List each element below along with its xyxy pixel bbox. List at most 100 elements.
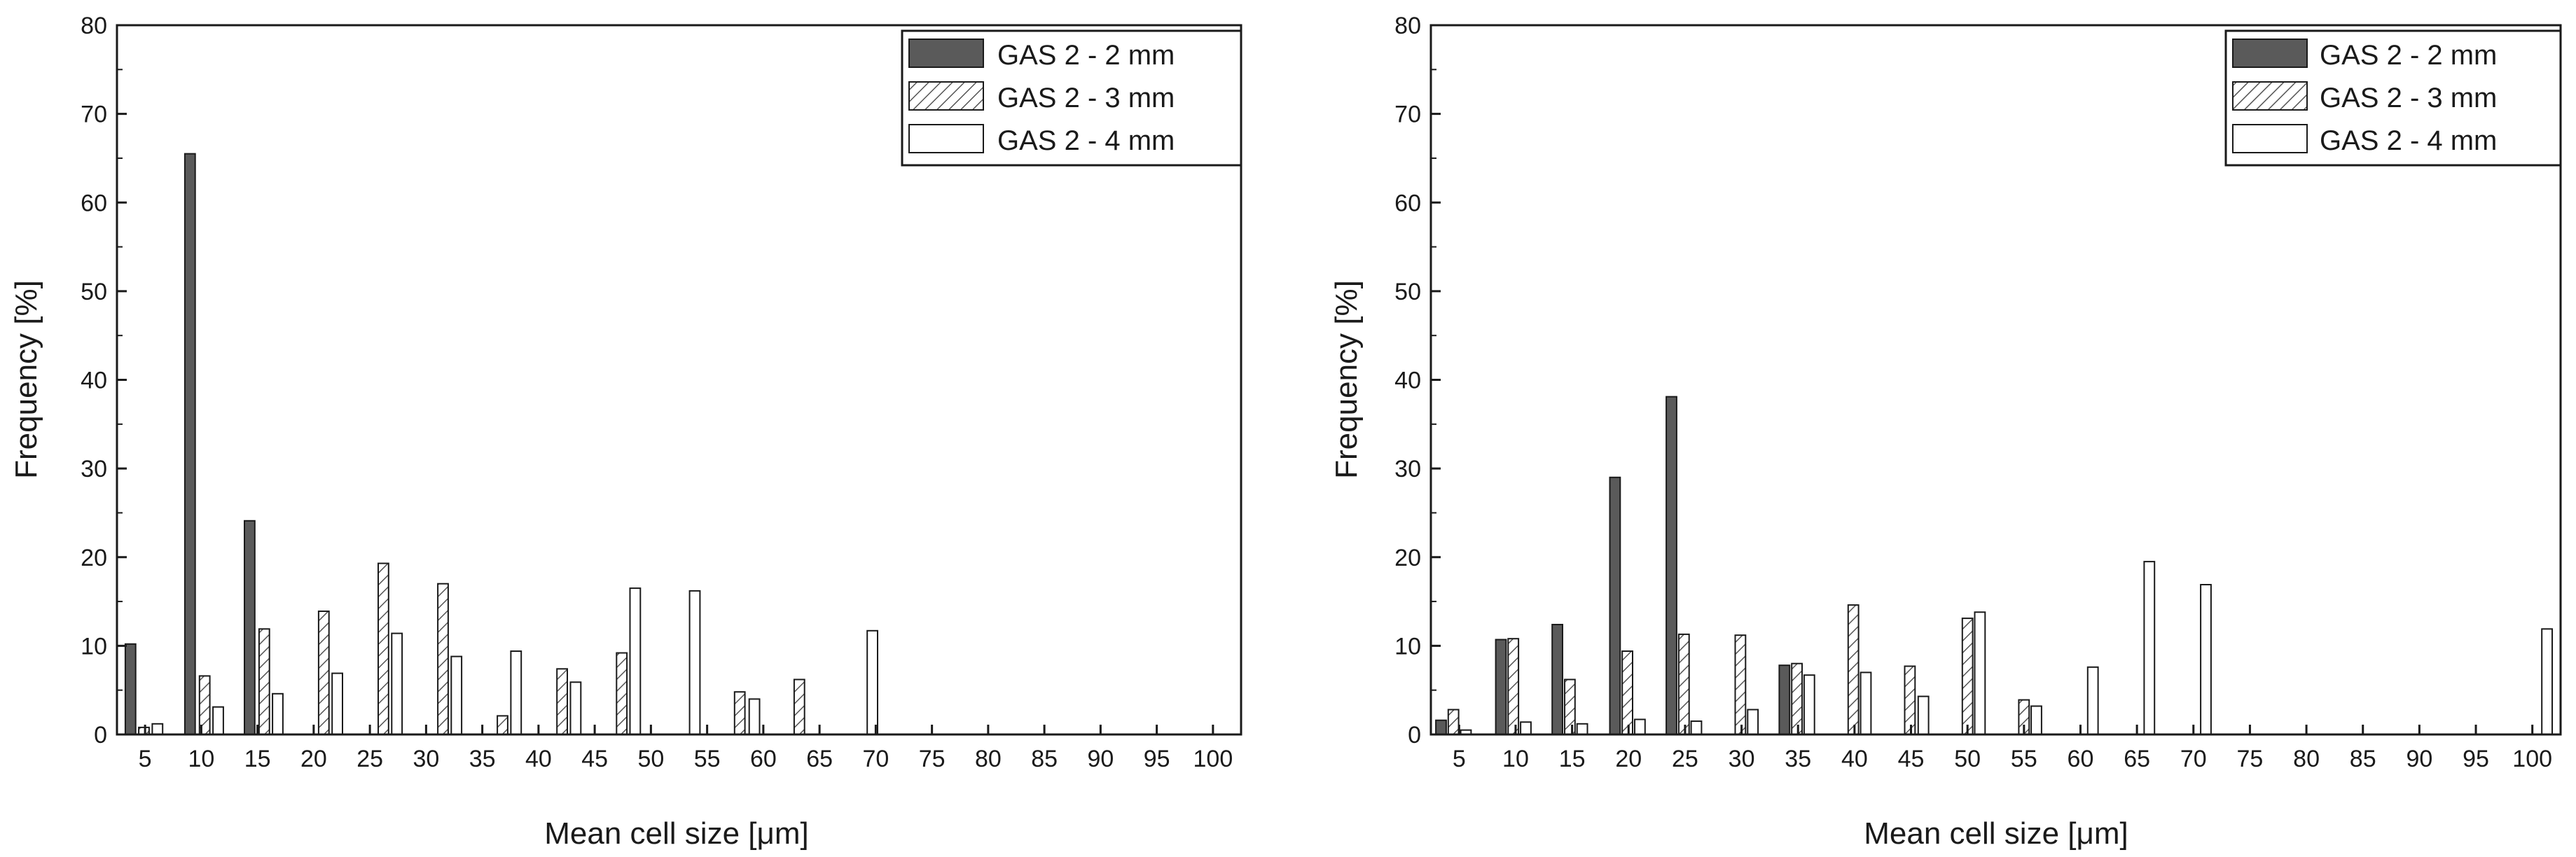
chart-right: 5 10 15 20 25 30 35 40 45 50 55 60 65 70 75 80 85 90 95 100… <box>1329 13 2562 851</box>
y-tick-label: 80 <box>81 13 107 39</box>
x-tick-label: 30 <box>413 746 439 772</box>
x-tick-label: 35 <box>1785 746 1811 772</box>
legend-label-2mm: GAS 2 - 2 mm <box>997 40 1175 71</box>
bars-group <box>124 153 878 736</box>
y-tick-label: 70 <box>81 102 107 128</box>
legend: GAS 2 - 2 mm GAS 2 - 3 mm GAS 2 - 4 mm <box>901 29 1242 167</box>
y-tick-label: 30 <box>81 456 107 482</box>
x-tick-label: 5 <box>1453 746 1466 772</box>
x-tick-label: 5 <box>139 746 152 772</box>
legend-label-3mm: GAS 2 - 3 mm <box>2320 83 2497 113</box>
bar-gas-2-3-mm <box>497 715 508 736</box>
legend-swatch-4mm <box>2232 124 2308 153</box>
legend-label-4mm: GAS 2 - 4 mm <box>2320 125 2497 156</box>
bar-gas-2-2-mm <box>1551 624 1563 735</box>
bar-gas-2-4-mm <box>1576 723 1588 736</box>
bar-gas-2-4-mm <box>688 590 701 736</box>
bar-gas-2-4-mm <box>2541 628 2553 735</box>
bar-gas-2-4-mm <box>212 706 224 736</box>
bar-gas-2-4-mm <box>272 692 284 735</box>
bar-gas-2-3-mm <box>1734 634 1747 736</box>
bar-gas-2-4-mm <box>2200 584 2212 735</box>
legend-swatch-3mm <box>908 81 984 111</box>
bar-gas-2-4-mm <box>1917 695 1930 735</box>
x-tick-label: 75 <box>2237 746 2264 772</box>
y-tick-label: 10 <box>81 633 107 660</box>
bar-gas-2-3-mm <box>138 726 150 736</box>
x-tick-label: 10 <box>1502 746 1529 772</box>
bar-gas-2-2-mm <box>244 520 256 735</box>
bar-gas-2-3-mm <box>1847 604 1860 735</box>
x-tick-label: 95 <box>2463 746 2489 772</box>
legend-swatch-3mm <box>2232 81 2308 111</box>
x-tick-label: 90 <box>1087 746 1114 772</box>
bar-gas-2-4-mm <box>391 632 403 735</box>
x-tick-label: 20 <box>300 746 327 772</box>
bar-gas-2-2-mm <box>1778 664 1791 736</box>
ticks-group: 5 10 15 20 25 30 35 40 45 50 55 60 65 70 75 80 85 90 95 100… <box>1394 13 2552 772</box>
x-tick-label: 45 <box>581 746 608 772</box>
y-tick-label: 80 <box>1394 13 1421 39</box>
y-axis-title: Frequency [%] <box>1329 280 1364 479</box>
bar-gas-2-3-mm <box>258 628 270 735</box>
y-tick-label: 20 <box>81 545 107 571</box>
bar-gas-2-2-mm <box>1495 639 1507 735</box>
x-tick-label: 25 <box>356 746 383 772</box>
y-tick-label: 40 <box>1394 368 1421 394</box>
bars-group <box>1435 396 2553 736</box>
x-tick-label: 80 <box>2293 746 2320 772</box>
x-axis-title: Mean cell size [μm] <box>544 816 808 851</box>
ticks-group: 5 10 15 20 25 30 35 40 45 50 55 60 65 70 75 80 85 90 95 100… <box>81 13 1233 772</box>
bar-gas-2-3-mm <box>1621 650 1633 735</box>
bar-gas-2-4-mm <box>1803 674 1815 736</box>
y-tick-label: 0 <box>94 722 107 748</box>
x-tick-label: 55 <box>694 746 721 772</box>
x-tick-label: 85 <box>2350 746 2376 772</box>
bar-gas-2-4-mm <box>1634 718 1646 735</box>
legend-swatch-4mm <box>908 124 984 153</box>
bar-gas-2-2-mm <box>1435 719 1447 735</box>
x-tick-label: 75 <box>919 746 946 772</box>
y-tick-label: 60 <box>81 190 107 216</box>
bar-gas-2-3-mm <box>1677 633 1690 736</box>
bar-gas-2-2-mm <box>124 643 137 735</box>
x-tick-label: 35 <box>469 746 496 772</box>
bar-gas-2-2-mm <box>1666 396 1677 735</box>
y-tick-label: 0 <box>1408 722 1421 748</box>
bar-gas-2-4-mm <box>1860 671 1872 736</box>
bar-gas-2-4-mm <box>1747 709 1759 735</box>
bar-gas-2-3-mm <box>378 562 389 735</box>
x-tick-label: 25 <box>1672 746 1698 772</box>
x-tick-label: 20 <box>1615 746 1642 772</box>
x-tick-label: 30 <box>1729 746 1755 772</box>
x-tick-label: 70 <box>2180 746 2207 772</box>
x-tick-label: 40 <box>525 746 552 772</box>
y-tick-label: 70 <box>1394 102 1421 128</box>
bar-gas-2-2-mm <box>183 153 196 736</box>
bar-gas-2-3-mm <box>1447 709 1460 735</box>
x-tick-label: 60 <box>750 746 777 772</box>
bar-gas-2-2-mm <box>1609 476 1621 735</box>
bar-gas-2-4-mm <box>450 655 463 735</box>
x-tick-label: 60 <box>2068 746 2094 772</box>
bar-gas-2-4-mm <box>2086 666 2099 735</box>
bar-gas-2-3-mm <box>556 668 569 735</box>
bar-gas-2-3-mm <box>1507 638 1520 736</box>
y-tick-label: 50 <box>1394 279 1421 305</box>
bar-gas-2-4-mm <box>2143 561 2156 735</box>
bar-gas-2-4-mm <box>1520 721 1532 736</box>
x-tick-label: 95 <box>1144 746 1170 772</box>
x-tick-label: 70 <box>862 746 889 772</box>
bar-gas-2-4-mm <box>1974 611 1986 735</box>
x-tick-label: 50 <box>637 746 664 772</box>
bar-gas-2-3-mm <box>733 691 746 736</box>
x-tick-label: 100 <box>1193 746 1233 772</box>
y-axis-title: Frequency [%] <box>9 280 43 479</box>
y-tick-label: 10 <box>1394 633 1421 660</box>
legend-swatch-2mm <box>908 39 984 68</box>
bar-gas-2-4-mm <box>1690 720 1703 735</box>
x-tick-label: 90 <box>2406 746 2432 772</box>
x-tick-label: 85 <box>1031 746 1058 772</box>
y-tick-label: 50 <box>81 279 107 305</box>
x-tick-label: 100 <box>2512 746 2552 772</box>
